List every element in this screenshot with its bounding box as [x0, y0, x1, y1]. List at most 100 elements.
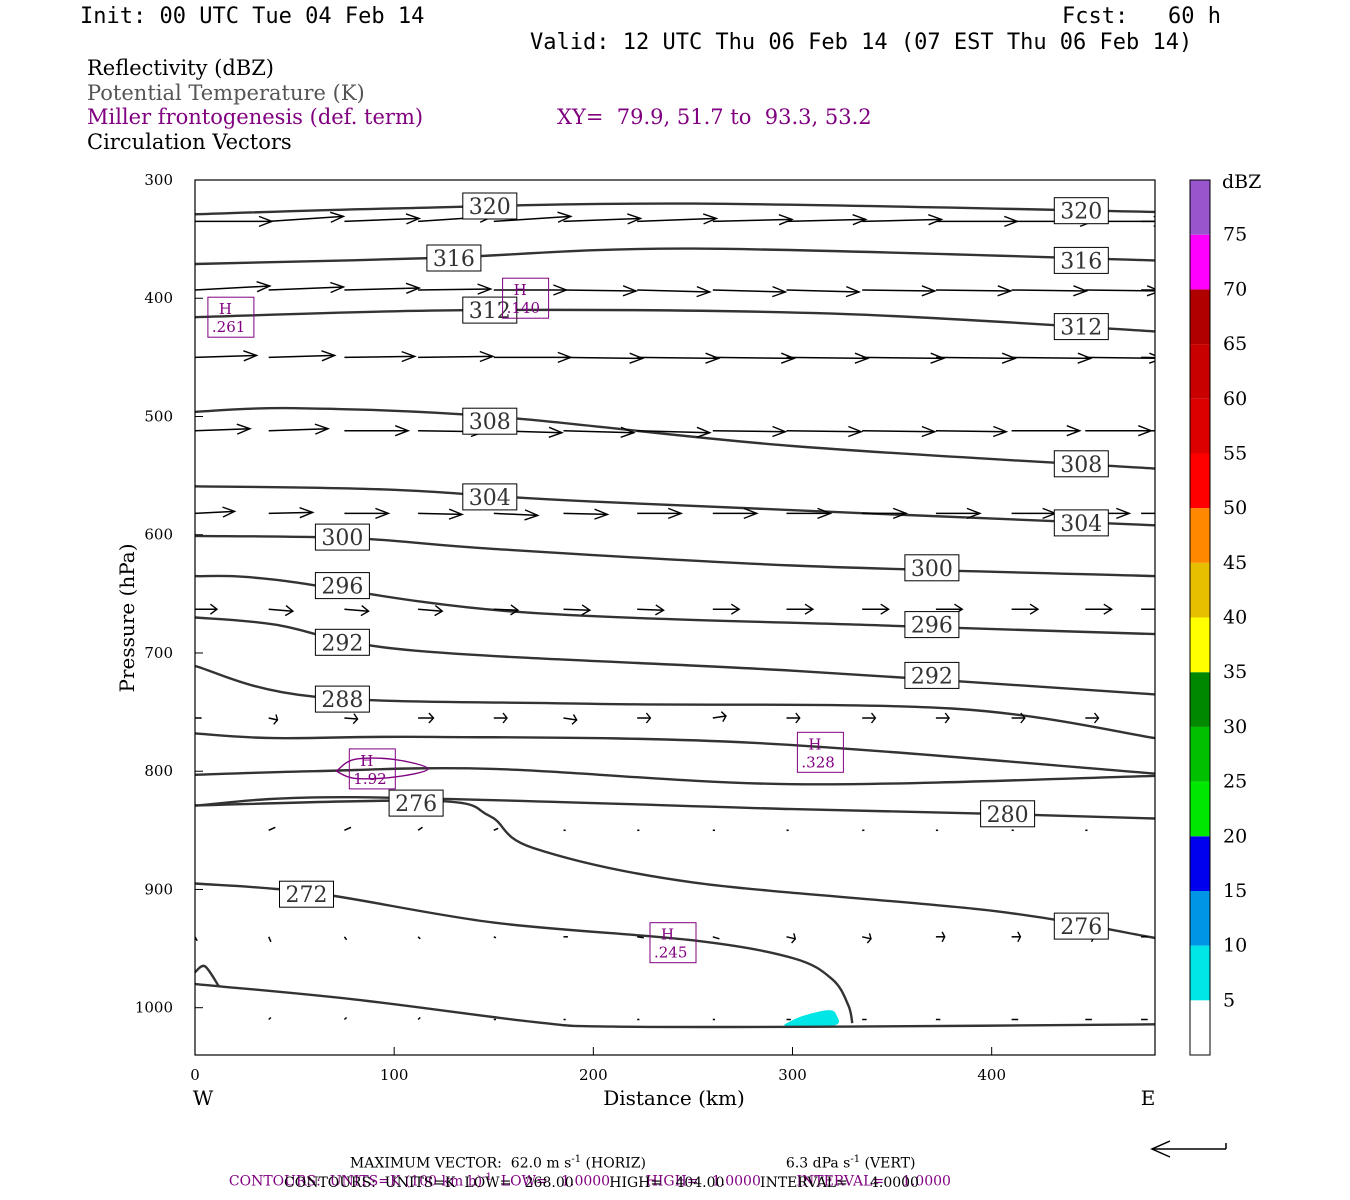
circulation-vector-head	[330, 281, 346, 294]
circulation-vector	[563, 717, 577, 721]
circulation-vector	[268, 717, 278, 721]
circulation-vector	[268, 511, 313, 515]
fronto-high-symbol: H	[219, 300, 232, 318]
theta-label: 288	[321, 688, 363, 713]
circulation-vector	[344, 217, 420, 223]
circulation-vector	[268, 826, 276, 831]
max-vector-horiz-unit: (HORIZ)	[581, 1155, 646, 1172]
circulation-vector-head	[1103, 603, 1114, 615]
circulation-vector-head	[997, 285, 1013, 297]
fronto-high-value: .245	[654, 944, 687, 962]
fronto-high-symbol: H	[360, 752, 373, 770]
circulation-vector	[417, 1016, 421, 1021]
circulation-vector-head	[329, 211, 346, 223]
circulation-vector	[268, 608, 293, 612]
radar-echo-area	[784, 1010, 840, 1027]
circulation-vector-head	[1160, 604, 1168, 614]
x-axis-title: Distance (km)	[603, 1086, 745, 1110]
fronto-high-symbol: H	[661, 926, 674, 944]
circulation-vector	[637, 936, 644, 939]
circulation-vector-head	[1001, 352, 1018, 364]
theta-label-box	[904, 661, 960, 689]
circulation-vector	[786, 289, 860, 293]
circulation-vector	[268, 427, 329, 432]
theta-contour-layer	[195, 202, 1155, 1029]
fronto-contour-range: LOW= 1.0000 HIGH= 1.0000 INTERVAL= 1.000…	[491, 1173, 951, 1190]
circulation-vector-head	[795, 712, 801, 724]
circulation-vector	[493, 936, 497, 939]
circulation-vector	[862, 289, 935, 292]
circulation-vector-head	[510, 604, 520, 616]
fronto-high-symbol: H	[514, 281, 527, 299]
circulation-vector-head	[479, 350, 495, 363]
fronto-contour-units: CONTOURS: UNITS=K (100 km h)	[228, 1173, 483, 1190]
circulation-vector	[418, 512, 463, 516]
theta-contour-unlabeled-14	[195, 964, 220, 988]
circulation-vector	[935, 289, 1011, 292]
circulation-vector-head	[1153, 215, 1155, 228]
circulation-vector	[1011, 289, 1087, 292]
theta-contour-288	[195, 664, 1155, 740]
circulation-vector-head	[557, 211, 573, 223]
circulation-vector	[637, 608, 664, 611]
legend-circulation-vectors: Circulation Vectors	[87, 130, 292, 154]
circulation-vector	[712, 218, 793, 223]
circulation-vector-head	[921, 285, 937, 297]
theta-label-box	[1053, 450, 1109, 478]
circulation-vector-head	[772, 425, 788, 438]
frontogenesis-layer	[335, 757, 429, 780]
circulation-vector	[344, 287, 420, 291]
circulation-vector-head	[778, 214, 794, 226]
x-tick-label: 100	[380, 1066, 409, 1084]
theta-contour-296	[195, 574, 1155, 636]
colorbar-label: 50	[1223, 497, 1247, 519]
circulation-vector	[195, 427, 251, 432]
colorbar-cell	[1190, 945, 1210, 1001]
circulation-vector-head	[502, 712, 508, 724]
circulation-vector	[344, 355, 415, 359]
theta-label: 292	[321, 631, 363, 656]
fronto-high-box	[348, 748, 396, 790]
circulation-vector-head	[352, 713, 359, 725]
theta-contour-unlabeled-10	[195, 766, 1155, 786]
circulation-vector-head	[594, 508, 610, 520]
colorbar-label: 70	[1223, 278, 1247, 300]
circulation-vector-head	[730, 603, 741, 615]
circulation-vector-head	[1172, 508, 1185, 518]
circulation-vector-head	[222, 506, 237, 518]
reference-vector-arrow	[1150, 1140, 1227, 1158]
circulation-vector-head	[256, 281, 272, 293]
circulation-vector	[712, 289, 786, 293]
circulation-vector-head	[1146, 285, 1155, 297]
circulation-vector	[268, 286, 344, 291]
circulation-vector	[418, 608, 443, 612]
circulation-vector	[862, 936, 872, 940]
circulation-vector-head	[696, 426, 712, 438]
theta-label: 308	[1060, 453, 1102, 478]
circulation-vector	[268, 215, 344, 223]
theta-label: 272	[286, 883, 328, 908]
init-time: Init: 00 UTC Tue 04 Feb 14	[80, 4, 425, 29]
circulation-vector-head	[1073, 285, 1089, 297]
colorbar-cell	[1190, 344, 1210, 399]
theta-label: 276	[395, 792, 437, 817]
axes-layer: 0 100 200 300 400 300 400 500 600 700 800 900 1000	[135, 171, 1006, 1084]
theta-label: 320	[469, 195, 511, 220]
circulation-vector-head	[581, 604, 592, 616]
legend-frontogenesis: Miller frontogenesis (def. term)	[87, 105, 424, 129]
theta-label-box	[314, 628, 370, 656]
circulation-vector-head	[1020, 712, 1026, 724]
circulation-vector	[712, 936, 720, 940]
max-vector-info: MAXIMUM VECTOR: 62.0 m s-1 (HORIZ)	[341, 1138, 646, 1172]
circulation-vector	[786, 218, 866, 223]
circulation-vector	[637, 289, 710, 293]
theta-label-box	[462, 483, 518, 511]
circulation-vector-head	[394, 425, 411, 437]
circulation-vector-head	[848, 425, 864, 438]
circulation-vector	[195, 510, 235, 515]
circulation-vector-head	[645, 712, 652, 724]
circulation-vector-head	[236, 423, 252, 435]
circulation-vector	[712, 715, 727, 719]
circulation-vector-head	[720, 711, 727, 722]
fronto-high-value: .140	[507, 299, 540, 317]
